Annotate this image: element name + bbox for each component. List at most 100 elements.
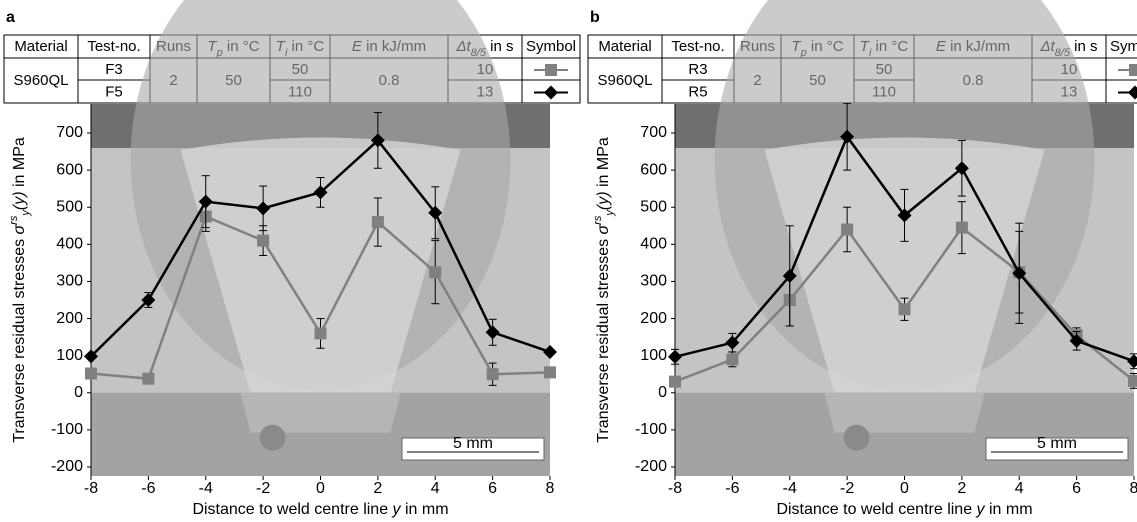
text-segment: y bbox=[976, 501, 986, 518]
marker bbox=[1127, 354, 1137, 369]
table-header: Test-no. bbox=[87, 38, 140, 55]
y-axis-title: Transverse residual stresses σrsy(y) in … bbox=[8, 137, 32, 443]
text-segment: (y) bbox=[11, 191, 28, 210]
marker bbox=[257, 234, 270, 247]
x-tick-label: 8 bbox=[546, 480, 555, 497]
marker bbox=[371, 216, 384, 229]
text-segment: (y) bbox=[595, 191, 612, 210]
text-segment: in mm bbox=[985, 501, 1033, 518]
y-tick-label: -100 bbox=[635, 421, 667, 438]
text-segment: σ bbox=[11, 223, 28, 234]
root bbox=[824, 392, 985, 433]
scalebar-label: 5 mm bbox=[453, 435, 493, 452]
legend-label: R5 bbox=[688, 83, 707, 100]
text-segment: in s bbox=[1070, 38, 1098, 55]
marker bbox=[669, 375, 681, 388]
text-segment: in s bbox=[486, 38, 514, 55]
table-header: Material bbox=[598, 38, 651, 55]
marker bbox=[141, 293, 156, 307]
marker bbox=[428, 205, 443, 220]
marker bbox=[486, 368, 499, 381]
marker bbox=[313, 185, 328, 200]
pore bbox=[843, 424, 870, 451]
text-segment: in MPa bbox=[11, 137, 28, 191]
panel-label: b bbox=[590, 9, 600, 26]
x-tick-label: -2 bbox=[256, 480, 270, 497]
text-segment: y bbox=[604, 209, 616, 217]
y-tick-label: 500 bbox=[640, 198, 667, 215]
x-tick-label: -6 bbox=[725, 480, 739, 497]
marker bbox=[1069, 333, 1084, 348]
y-tick-label: -200 bbox=[635, 458, 667, 475]
text-segment: y bbox=[20, 209, 32, 217]
x-tick-label: 6 bbox=[1072, 480, 1081, 497]
legend-label: F3 bbox=[105, 61, 123, 78]
legend-symbol bbox=[545, 64, 557, 76]
x-tick-label: -6 bbox=[141, 480, 155, 497]
x-tick-label: -2 bbox=[840, 480, 854, 497]
marker bbox=[725, 335, 740, 350]
table-header: Symbol bbox=[1110, 38, 1137, 55]
y-tick-label: 700 bbox=[56, 124, 83, 141]
text-segment: Distance to weld centre line bbox=[776, 501, 976, 518]
y-tick-label: 400 bbox=[56, 236, 83, 253]
y-tick-label: 0 bbox=[74, 384, 83, 401]
table-header: Test-no. bbox=[671, 38, 724, 55]
table-header: Material bbox=[14, 38, 67, 55]
scalebar-label: 5 mm bbox=[1037, 435, 1077, 452]
y-tick-label: 600 bbox=[56, 161, 83, 178]
text-segment: Symbol bbox=[526, 38, 576, 55]
text-segment: Transverse residual stresses bbox=[11, 234, 28, 442]
text-segment: Symbol bbox=[1110, 38, 1137, 55]
marker bbox=[668, 349, 682, 364]
weld-bead bbox=[180, 137, 461, 393]
x-tick-label: -4 bbox=[199, 480, 213, 497]
marker bbox=[314, 327, 327, 340]
marker bbox=[955, 221, 968, 234]
text-segment: Material bbox=[14, 38, 67, 55]
text-segment: Material bbox=[598, 38, 651, 55]
marker bbox=[954, 161, 969, 176]
legend-symbol bbox=[544, 85, 558, 100]
marker bbox=[543, 344, 557, 359]
marker bbox=[85, 367, 97, 380]
table-cell: S960QL bbox=[13, 72, 68, 89]
text-segment: σ bbox=[595, 223, 612, 234]
x-axis-title: Distance to weld centre line y in mm bbox=[192, 501, 448, 518]
text-segment: rs bbox=[592, 215, 604, 225]
x-tick-label: -4 bbox=[783, 480, 797, 497]
y-axis-title: Transverse residual stresses σrsy(y) in … bbox=[592, 137, 616, 443]
y-tick-label: -100 bbox=[51, 421, 83, 438]
marker bbox=[726, 353, 739, 366]
legend-label: R3 bbox=[688, 61, 707, 78]
marker bbox=[198, 194, 213, 209]
legend-label: F5 bbox=[105, 83, 123, 100]
y-tick-label: 100 bbox=[56, 347, 83, 364]
y-tick-label: 200 bbox=[640, 310, 667, 327]
y-tick-label: 700 bbox=[640, 124, 667, 141]
micrograph: 5 mm bbox=[91, 0, 550, 476]
text-segment: rs bbox=[8, 215, 20, 225]
text-segment: in mm bbox=[401, 501, 449, 518]
marker bbox=[256, 201, 271, 216]
marker bbox=[1012, 266, 1027, 281]
legend-symbol bbox=[1129, 64, 1137, 76]
marker bbox=[544, 366, 556, 379]
x-tick-label: 2 bbox=[957, 480, 966, 497]
root bbox=[240, 392, 401, 433]
marker bbox=[142, 372, 155, 385]
marker bbox=[1128, 374, 1137, 387]
x-tick-label: 0 bbox=[316, 480, 325, 497]
y-tick-label: 300 bbox=[640, 273, 667, 290]
micrograph: 5 mm bbox=[675, 0, 1134, 476]
x-axis-title: Distance to weld centre line y in mm bbox=[776, 501, 1032, 518]
marker bbox=[840, 129, 855, 144]
text-segment: y bbox=[392, 501, 402, 518]
y-tick-label: -200 bbox=[51, 458, 83, 475]
scalebar-box bbox=[401, 437, 545, 461]
marker bbox=[370, 133, 385, 148]
marker bbox=[429, 266, 442, 279]
